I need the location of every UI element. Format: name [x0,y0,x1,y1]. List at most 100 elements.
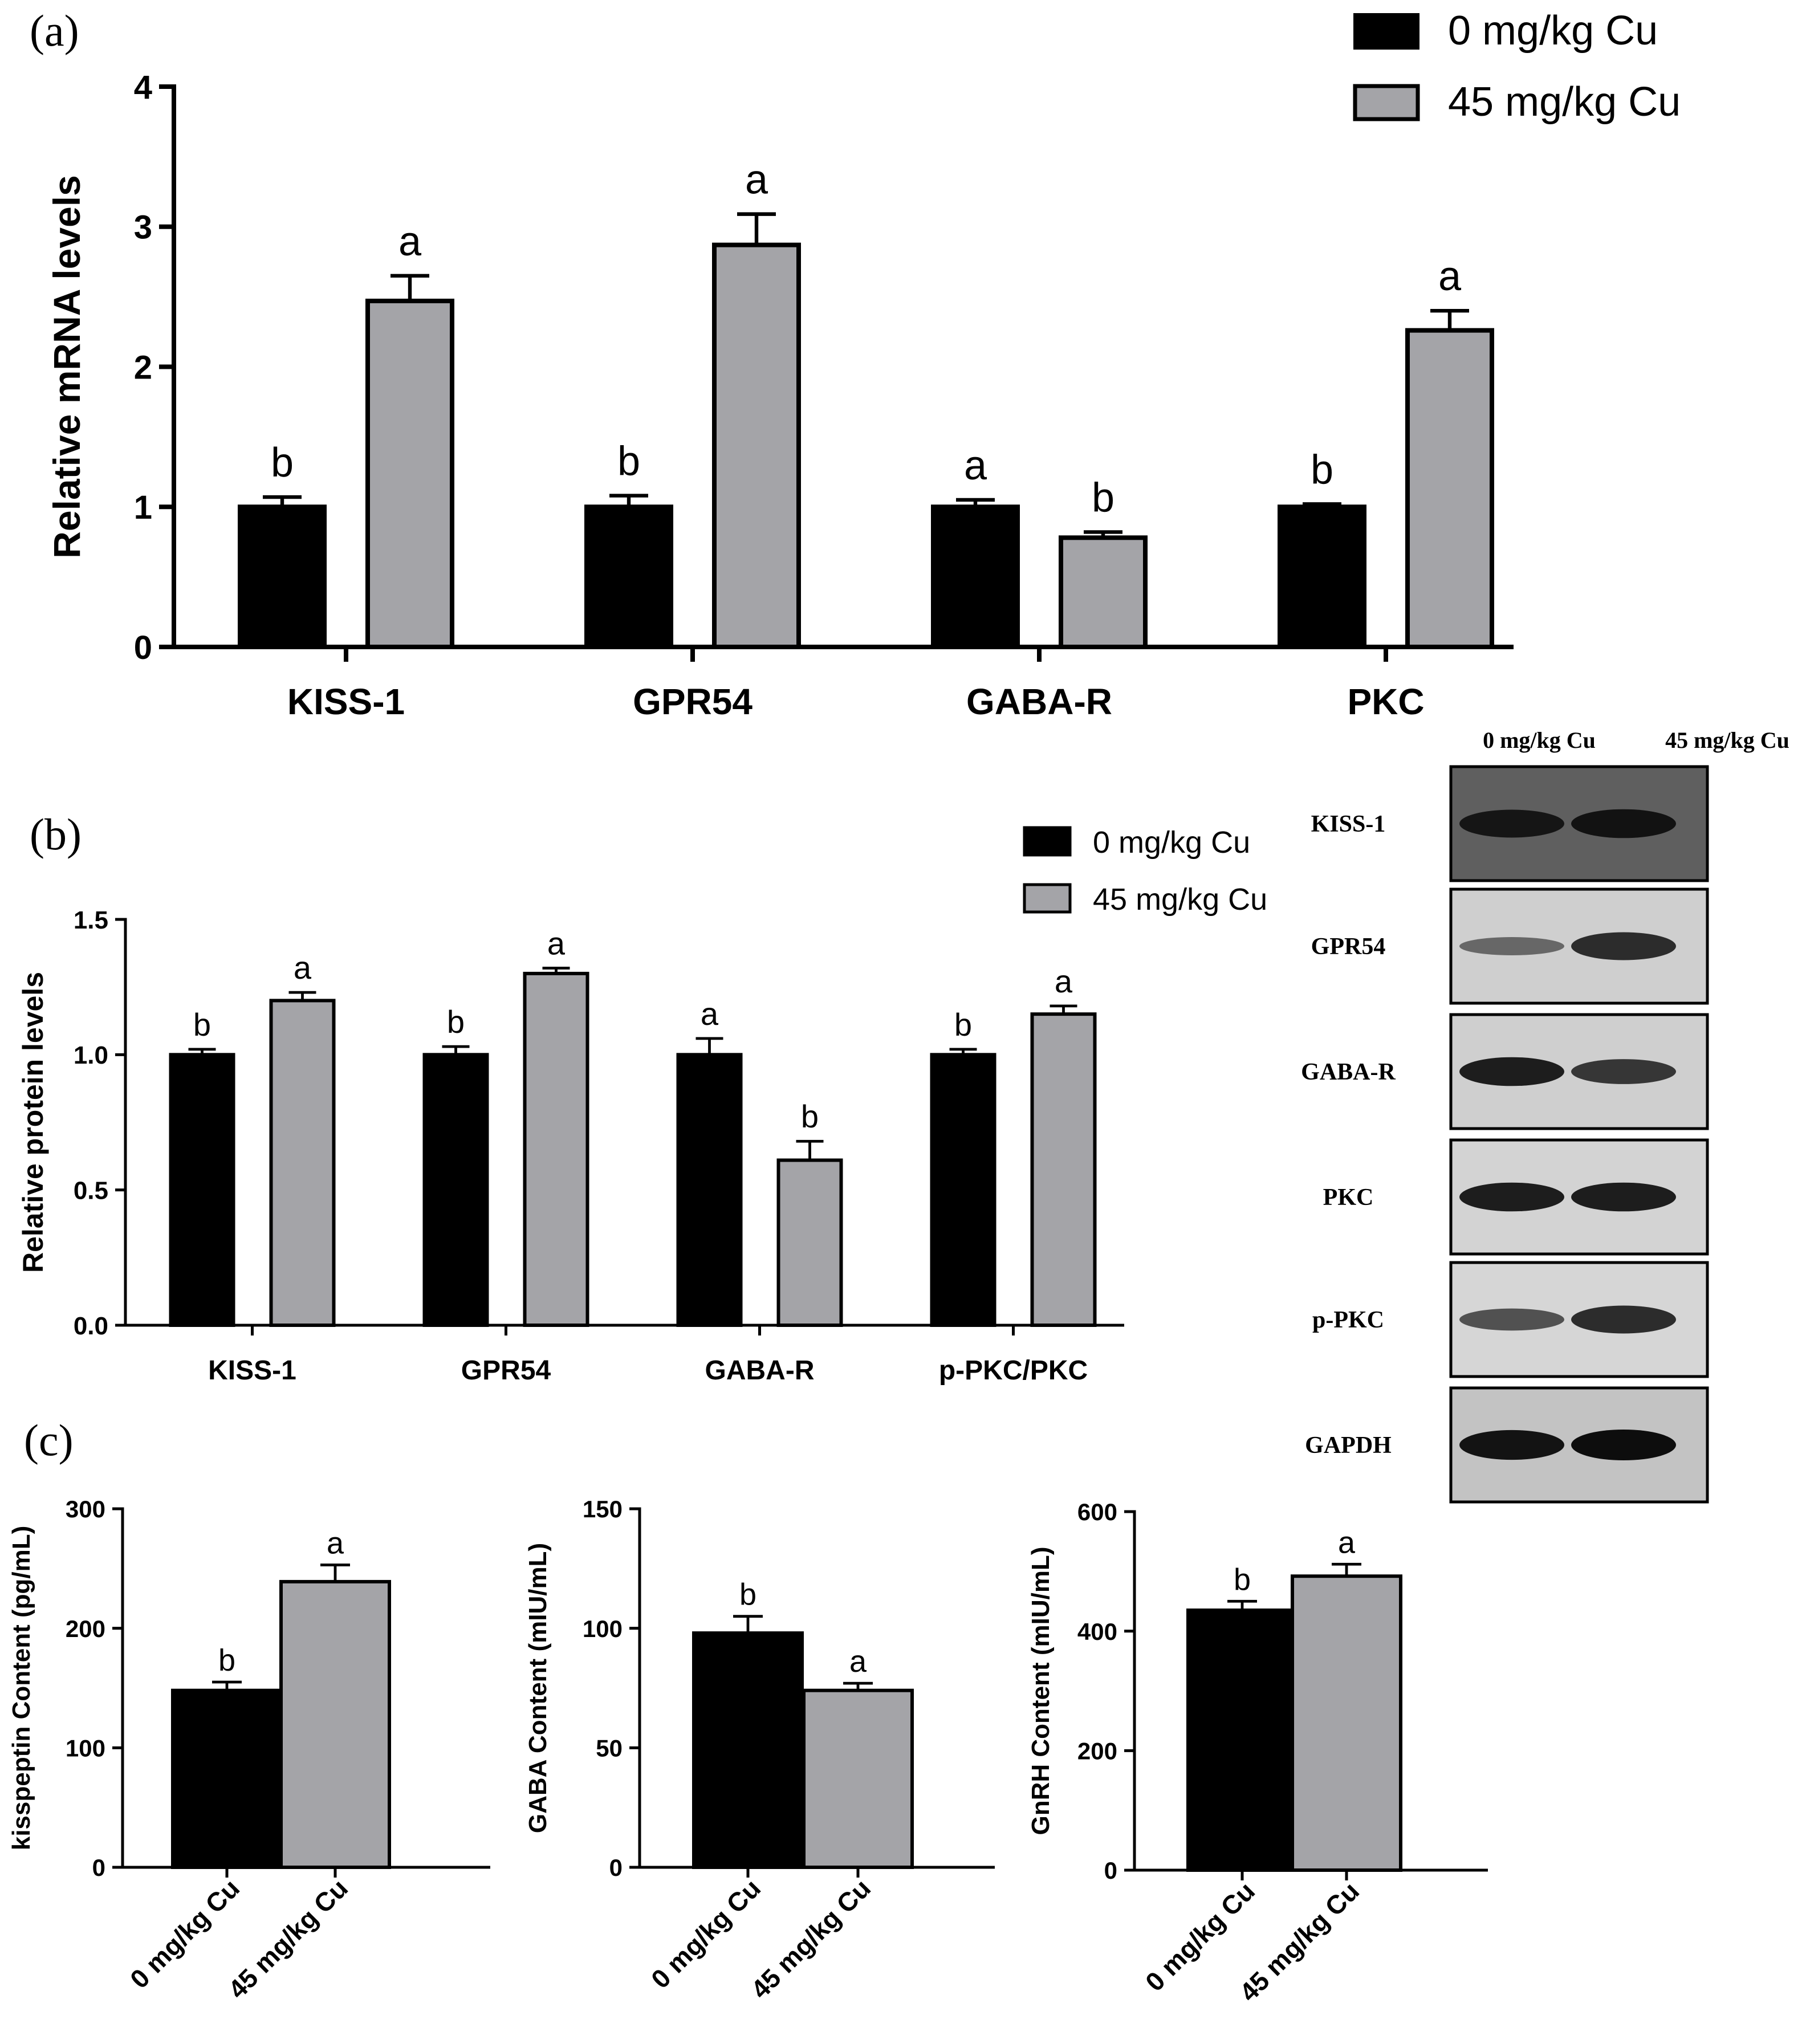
blot-row-label: GPR54 [1311,934,1386,960]
significance-letter-p-PKC/PKC-control: b [954,1007,972,1043]
bar-GPR54-control [584,504,673,649]
y-axis-label: Relative mRNA levels [46,175,88,559]
y-axis-label: Relative protein levels [17,972,49,1273]
bar-treated [279,1579,391,1870]
significance-letter-KISS-1-control: b [193,1007,211,1043]
legend-a-swatch-control [1353,13,1419,50]
blot-band-treated [1571,809,1676,838]
bar-GABA-R-treated [1059,535,1148,649]
y-tick-label: 50 [596,1734,623,1761]
panel-label-c: (c) [24,1415,74,1465]
bar-treated [1291,1574,1402,1872]
blot-column-label-treated: 45 mg/kg Cu [1665,727,1789,753]
y-tick-label: 100 [583,1615,623,1642]
legend-b-label-control: 0 mg/kg Cu [1093,825,1250,860]
bar-treated [802,1688,914,1870]
significance-letter-PKC-control: b [1311,447,1333,492]
blot-row-PKC: PKC [1323,1138,1709,1256]
y-tick-label: 600 [1077,1499,1117,1525]
bar-GPR54-treated [712,242,801,649]
legend-b-swatch-treated [1023,883,1072,914]
chart-a: 0 1 2 3 4 Relative mRNA levels b a KISS-1 b a GPR54… [46,69,1514,722]
blot-row-label: KISS-1 [1311,811,1386,837]
bar-control [171,1688,283,1870]
legend-a-swatch-treated [1353,84,1420,121]
blot-band-treated [1571,1182,1676,1212]
y-tick-label: 0 [134,629,152,666]
charts: 0 1 2 3 4 Relative mRNA levels b a KISS-1 b a GPR54… [7,69,1514,2007]
bar-control [692,1631,804,1869]
significance-letter-GABA-R-treated: b [801,1098,819,1134]
blot-band-control [1459,1430,1564,1460]
bar-GABA-R-control [676,1053,743,1328]
bar-KISS-1-treated [269,999,336,1327]
y-axis-label: GABA Content (mIU/mL) [524,1543,552,1833]
x-category-label: GPR54 [461,1355,551,1386]
chart-b: 0.0 0.5 1.0 1.5 Relative protein levels b a KIS… [17,906,1124,1386]
x-category-label: GABA-R [705,1355,815,1386]
blot-band-control [1459,937,1564,955]
bar-GPR54-control [422,1053,489,1328]
x-category-label: PKC [1347,681,1424,722]
blot-row-label: GABA-R [1301,1059,1396,1085]
y-axis-label: GnRH Content (mIU/mL) [1027,1547,1055,1835]
x-category-label: GABA-R [966,681,1112,722]
blot-column-label-control: 0 mg/kg Cu [1483,727,1596,753]
bar-KISS-1-treated [365,298,454,649]
y-tick-label: 200 [66,1615,105,1642]
y-tick-label: 150 [583,1496,623,1522]
x-category-label: GPR54 [633,681,753,722]
blot-band-treated [1571,1430,1676,1460]
bar-p-PKC/PKC-control [930,1053,996,1328]
blot-row-GAPDH: GAPDH [1305,1386,1709,1504]
bar-KISS-1-control [238,504,327,649]
significance-letter-GABA-R-control: a [701,996,719,1032]
significance-letter-GPR54-treated: a [547,925,566,961]
blot-row-p-PKC: p-PKC [1312,1261,1709,1378]
legend-a-label-control: 0 mg/kg Cu [1448,8,1658,54]
bar-GABA-R-control [931,504,1020,649]
blot-row-label: p-PKC [1312,1307,1384,1333]
y-tick-label: 3 [134,209,152,246]
x-category-label: KISS-1 [287,681,405,722]
significance-letter-control: b [1234,1562,1251,1597]
y-tick-label: 300 [66,1496,105,1522]
blot-band-treated [1571,932,1676,960]
significance-letter-p-PKC/PKC-treated: a [1055,963,1073,999]
y-axis-label: kisspeptin Content (pg/mL) [7,1526,35,1851]
y-tick-label: 0.5 [74,1177,108,1205]
legend-b: 0 mg/kg Cu 45 mg/kg Cu [1023,825,1267,917]
y-tick-label: 0 [1104,1857,1117,1884]
y-tick-label: 0 [92,1854,105,1881]
blot-band-control [1459,1057,1564,1086]
significance-letter-treated: a [849,1644,867,1679]
x-category-label: KISS-1 [208,1355,296,1386]
blot-band-treated [1571,1059,1676,1084]
legend-b-swatch-control [1023,826,1072,857]
legend-a-label-treated: 45 mg/kg Cu [1448,79,1681,125]
y-tick-label: 1 [134,489,152,526]
bar-p-PKC/PKC-treated [1030,1012,1097,1327]
bar-KISS-1-control [169,1053,235,1328]
significance-letter-GPR54-control: b [447,1004,465,1040]
significance-letter-treated: a [1338,1525,1356,1560]
significance-letter-GPR54-control: b [617,439,640,484]
x-category-label: p-PKC/PKC [939,1355,1088,1386]
y-tick-label: 4 [134,69,152,106]
legend-b-label-treated: 45 mg/kg Cu [1093,882,1267,917]
y-tick-label: 0 [609,1854,623,1881]
blot-row-label: GAPDH [1305,1432,1392,1459]
y-tick-label: 400 [1077,1618,1117,1645]
bar-GPR54-treated [523,971,589,1327]
blot-row-KISS-1: KISS-1 [1311,765,1709,882]
bar-PKC-treated [1405,328,1494,649]
blot-row-label: PKC [1323,1184,1374,1211]
significance-letter-control: b [739,1578,756,1612]
significance-letter-PKC-treated: a [1438,254,1462,299]
legend-a: 0 mg/kg Cu 45 mg/kg Cu [1353,8,1681,125]
significance-letter-GABA-R-control: a [964,443,987,488]
significance-letter-GPR54-treated: a [745,157,768,203]
y-tick-label: 2 [134,349,152,386]
significance-letter-treated: a [327,1526,344,1561]
